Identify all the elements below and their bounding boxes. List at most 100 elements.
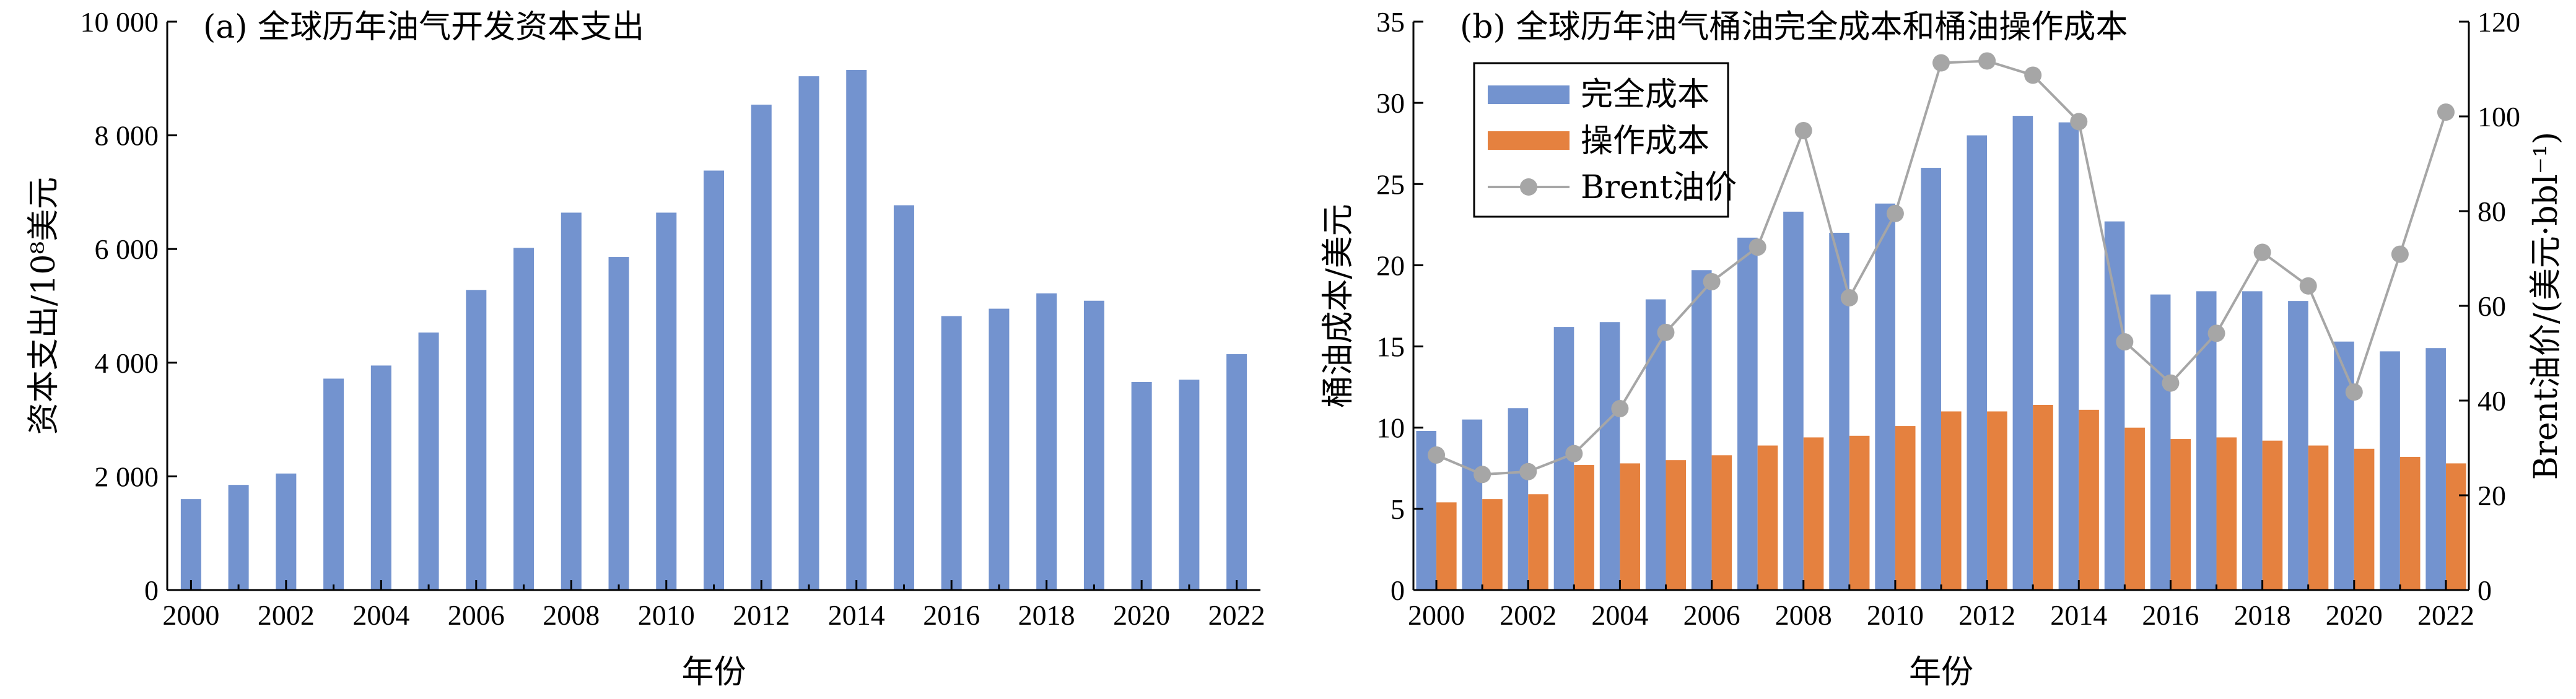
chart-b-x-axis-title: 年份 <box>1909 654 1973 691</box>
bar-full-cost-2010 <box>1875 203 1895 590</box>
brent-point-2010 <box>1886 204 1904 222</box>
chart-b-left-y-tick-label: 30 <box>1376 87 1405 119</box>
legend-label-brent: Brent油价 <box>1581 169 1737 206</box>
brent-point-2009 <box>1840 289 1858 306</box>
bar-operating-cost-2004 <box>1620 463 1640 590</box>
brent-point-2006 <box>1703 272 1721 290</box>
brent-point-2001 <box>1474 466 1491 484</box>
bar-full-cost-2008 <box>1783 211 1804 591</box>
brent-point-2005 <box>1657 323 1675 341</box>
chart-b-axes: 0 5 10 15 20 25 30 35 0 20 40 60 80 100 120 2000 2002 200… <box>1376 6 2520 631</box>
legend-swatch-brent-marker <box>1520 178 1537 196</box>
bar-operating-cost-2016 <box>2170 439 2191 590</box>
bar-capex-2017 <box>989 308 1010 590</box>
chart-a-x-tick-label: 2008 <box>543 599 600 631</box>
brent-point-2018 <box>2253 243 2271 261</box>
chart-a-x-tick-label: 2014 <box>828 599 885 631</box>
brent-point-2021 <box>2391 245 2409 263</box>
chart-a-x-tick-label: 2022 <box>1208 599 1265 631</box>
chart-b-left-y-tick-label: 20 <box>1376 250 1405 281</box>
chart-b-right-y-tick-label: 0 <box>2478 575 2492 606</box>
chart-b-x-tick-label: 2016 <box>2142 599 2199 631</box>
chart-b-right-y-tick-label: 80 <box>2478 196 2506 227</box>
bar-operating-cost-2006 <box>1711 455 1732 590</box>
chart-a-x-tick-label: 2004 <box>352 599 409 631</box>
chart-b-x-tick-label: 2002 <box>1500 599 1557 631</box>
bar-capex-2000 <box>180 499 201 590</box>
bar-capex-2008 <box>561 212 582 590</box>
bar-capex-2013 <box>798 76 819 591</box>
brent-point-2007 <box>1749 238 1766 256</box>
chart-b-x-tick-label: 2014 <box>2050 599 2107 631</box>
chart-a-x-tick-label: 2020 <box>1113 599 1170 631</box>
bar-capex-2005 <box>418 332 439 590</box>
chart-a-y-tick-label: 2 000 <box>95 461 159 492</box>
chart-a-y-tick-label: 4 000 <box>95 347 159 379</box>
bar-operating-cost-2007 <box>1757 445 1778 590</box>
chart-b-x-tick-label: 2008 <box>1775 599 1832 631</box>
chart-a-x-axis-title: 年份 <box>681 654 746 691</box>
bar-operating-cost-2012 <box>1987 411 2007 590</box>
brent-point-2002 <box>1519 462 1537 480</box>
brent-point-2019 <box>2299 277 2317 295</box>
bar-operating-cost-2015 <box>2124 427 2145 590</box>
bar-operating-cost-2005 <box>1666 460 1687 590</box>
bar-full-cost-2014 <box>2058 122 2079 591</box>
chart-b-left-y-tick-label: 5 <box>1391 493 1405 525</box>
chart-b-legend: 完全成本 操作成本 Brent油价 <box>1473 62 1737 218</box>
bar-capex-2001 <box>228 485 249 590</box>
bar-capex-2010 <box>656 212 677 590</box>
bar-capex-2007 <box>513 248 535 590</box>
chart-a-x-tick-label: 2016 <box>923 599 980 631</box>
chart-b-right-y-tick-label: 20 <box>2478 480 2506 511</box>
chart-b-x-tick-label: 2000 <box>1408 599 1465 631</box>
bar-full-cost-2004 <box>1599 322 1620 590</box>
bar-full-cost-2019 <box>2288 301 2308 590</box>
bar-capex-2016 <box>941 316 962 590</box>
chart-b-right-y-tick-label: 60 <box>2478 290 2506 322</box>
bar-operating-cost-2003 <box>1574 465 1594 590</box>
bar-full-cost-2016 <box>2150 294 2171 590</box>
bar-full-cost-2012 <box>1967 135 1988 591</box>
bar-capex-2014 <box>846 70 867 590</box>
chart-a-x-tick-label: 2002 <box>258 599 315 631</box>
chart-b-right-y-tick-label: 120 <box>2478 6 2520 38</box>
bar-full-cost-2011 <box>1921 168 1941 590</box>
brent-point-2012 <box>1978 52 1996 70</box>
bar-operating-cost-2017 <box>2216 437 2237 590</box>
chart-b-x-tick-label: 2012 <box>1958 599 2015 631</box>
bar-operating-cost-2011 <box>1941 411 1962 590</box>
brent-point-2015 <box>2116 333 2134 351</box>
chart-b-x-tick-label: 2010 <box>1867 599 1924 631</box>
bar-full-cost-2005 <box>1645 299 1666 590</box>
bar-operating-cost-2020 <box>2354 448 2375 590</box>
bar-capex-2006 <box>466 290 487 590</box>
chart-a-x-tick-label: 2000 <box>162 599 219 631</box>
chart-b: (b) 全球历年油气桶油完全成本和桶油操作成本 桶油成本/美元 Brent油价/… <box>1320 6 2565 691</box>
bar-full-cost-2002 <box>1508 408 1529 590</box>
chart-a-x-tick-label: 2006 <box>448 599 505 631</box>
chart-a-x-tick-label: 2018 <box>1018 599 1075 631</box>
brent-point-2008 <box>1794 121 1812 139</box>
chart-b-x-tick-label: 2020 <box>2326 599 2383 631</box>
bar-full-cost-2020 <box>2334 341 2354 590</box>
chart-b-bars <box>1416 116 2466 591</box>
bar-capex-2009 <box>608 257 629 590</box>
bar-operating-cost-2000 <box>1436 502 1457 590</box>
chart-b-x-tick-label: 2004 <box>1591 599 1648 631</box>
brent-point-2000 <box>1428 446 1446 464</box>
chart-a-y-tick-label: 10 000 <box>81 6 159 38</box>
chart-b-left-y-tick-label: 15 <box>1376 331 1405 363</box>
chart-a-title: (a) 全球历年油气开发资本支出 <box>203 9 644 46</box>
bar-capex-2011 <box>704 170 724 590</box>
chart-b-title: (b) 全球历年油气桶油完全成本和桶油操作成本 <box>1460 9 2128 46</box>
bar-capex-2021 <box>1179 380 1200 590</box>
bar-full-cost-2006 <box>1691 270 1712 591</box>
bar-operating-cost-2002 <box>1528 494 1548 590</box>
brent-point-2016 <box>2162 374 2180 392</box>
chart-b-right-y-tick-label: 40 <box>2478 385 2506 417</box>
chart-a-y-tick-label: 6 000 <box>95 233 159 265</box>
chart-b-left-y-tick-label: 35 <box>1376 6 1405 38</box>
bar-full-cost-2007 <box>1737 237 1758 591</box>
bar-capex-2004 <box>370 365 391 590</box>
